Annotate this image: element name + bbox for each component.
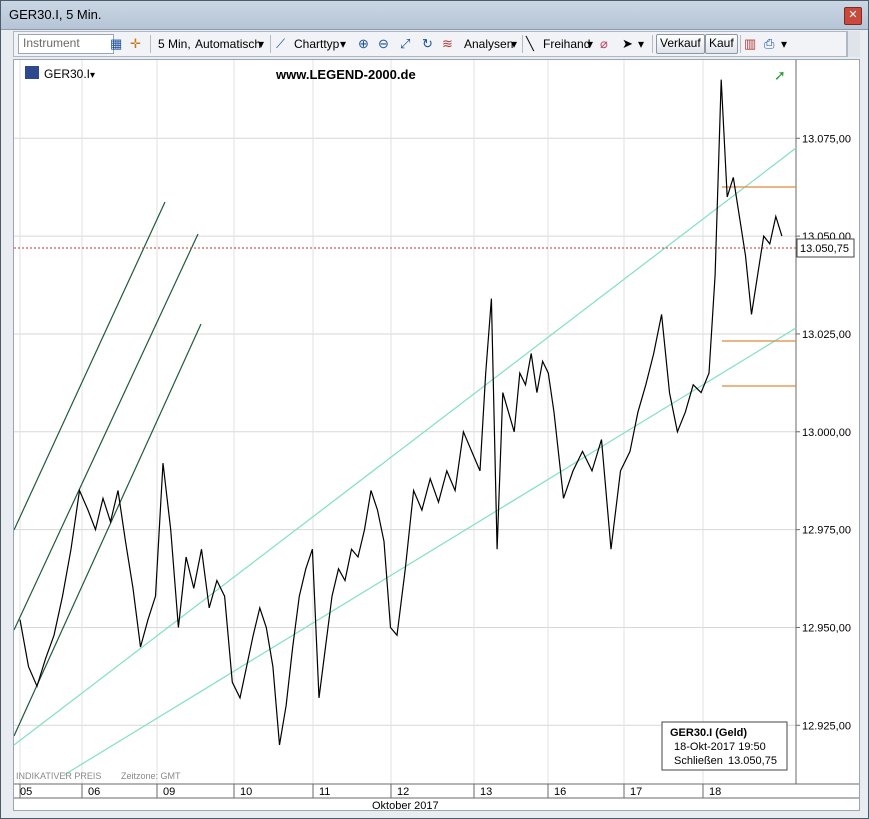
grid <box>14 60 796 784</box>
channel-upper-line[interactable] <box>13 147 797 746</box>
eraser-icon[interactable]: ⌀ <box>600 36 608 51</box>
price-chart[interactable]: 12.925,00 12.950,00 12.975,00 13.000,00 13.0… <box>13 60 859 812</box>
price-tag-value: 13.050,75 <box>800 243 849 255</box>
x-tick-label: 16 <box>554 786 566 798</box>
charttype-icon[interactable]: ⟋ <box>276 36 286 51</box>
kauf-button[interactable]: Kauf <box>705 34 738 54</box>
instrument-list-icon[interactable]: ▦ <box>110 36 123 51</box>
analysen-icon[interactable]: ≋ <box>442 36 453 51</box>
compare-icon[interactable]: ✛ <box>130 36 141 51</box>
symbol-dropdown-arrow[interactable]: ▾ <box>90 70 95 81</box>
x-tick-label: 12 <box>397 786 409 798</box>
month-label: Oktober 2017 <box>372 800 439 810</box>
y-axis-ticks: 12.925,00 12.950,00 12.975,00 13.000,00 13.0… <box>796 133 851 732</box>
pointer-icon[interactable]: ➤ <box>622 36 633 51</box>
refresh-icon[interactable]: ↻ <box>422 36 433 51</box>
x-tick-label: 13 <box>480 786 492 798</box>
x-tick-label: 17 <box>630 786 642 798</box>
price-series-line[interactable] <box>19 79 783 745</box>
y-tick-label: 12.925,00 <box>802 720 851 732</box>
info-box-title: GER30.I (Geld) <box>670 727 747 739</box>
zoom-in-icon[interactable]: ⊕ <box>358 36 369 51</box>
charttype-dropdown[interactable]: Charttyp <box>294 37 340 51</box>
interval-dropdown-arrow[interactable]: ▾ <box>258 37 265 51</box>
interval-label[interactable]: 5 Min, <box>158 37 191 51</box>
y-tick-label: 13.075,00 <box>802 133 851 145</box>
x-tick-label: 09 <box>163 786 175 798</box>
price-tag-box <box>796 238 855 258</box>
watermark: www.LEGEND-2000.de <box>275 67 416 82</box>
fan-line-middle[interactable] <box>13 233 199 631</box>
chart-area[interactable]: 12.925,00 12.950,00 12.975,00 13.000,00 13.0… <box>13 59 860 812</box>
draw-line-icon[interactable]: ╲ <box>526 36 534 51</box>
analysen-dropdown[interactable]: Analysen <box>464 37 514 51</box>
freihand-dropdown-arrow[interactable]: ▾ <box>587 37 594 51</box>
x-tick-label: 05 <box>20 786 32 798</box>
print-dropdown-arrow[interactable]: ▾ <box>781 37 788 51</box>
y-tick-label: 12.975,00 <box>802 525 851 537</box>
analysen-dropdown-arrow[interactable]: ▾ <box>511 37 518 51</box>
trend-arrow-icon: ➚ <box>774 67 786 83</box>
fan-line-lower[interactable] <box>13 323 202 737</box>
interval-mode-dropdown[interactable]: Automatisch <box>195 37 262 51</box>
chart-toolbar: Instrument ▦ ✛ 5 Min, Automatisch ▾ ⟋ Ch… <box>13 31 847 57</box>
zoom-out-icon[interactable]: ⊖ <box>378 36 389 51</box>
verkauf-button[interactable]: Verkauf <box>656 34 705 54</box>
symbol-icon <box>25 66 39 79</box>
close-button[interactable]: ✕ <box>844 7 862 25</box>
toolbar-scrollbar[interactable] <box>847 31 860 57</box>
fit-icon[interactable]: ⤢ <box>400 36 411 51</box>
x-tick-label: 11 <box>319 786 330 798</box>
plot-background <box>14 60 796 810</box>
timezone-label: Zeitzone: GMT <box>121 771 181 781</box>
freihand-dropdown[interactable]: Freihand <box>543 37 591 51</box>
title-bar: GER30.I, 5 Min. ✕ <box>1 1 868 30</box>
fan-line-upper[interactable] <box>13 201 166 531</box>
y-tick-label: 12.950,00 <box>802 622 851 634</box>
x-axis-ticks: 05 06 09 10 11 12 13 16 17 18 <box>19 784 721 798</box>
pointer-dropdown-arrow[interactable]: ▾ <box>638 37 645 51</box>
indicative-price-label: INDIKATIVER PREIS <box>16 771 101 781</box>
info-box <box>661 721 788 771</box>
charttype-dropdown-arrow[interactable]: ▾ <box>340 37 347 51</box>
window-title: GER30.I, 5 Min. <box>9 7 102 22</box>
symbol-label[interactable]: GER30.I <box>44 67 90 81</box>
x-tick-label: 10 <box>240 786 252 798</box>
instrument-input[interactable]: Instrument <box>18 34 114 54</box>
y-tick-label: 13.000,00 <box>802 427 851 439</box>
info-box-close-label: Schließen <box>674 755 723 767</box>
info-box-datetime: 18-Okt-2017 19:50 <box>674 741 766 753</box>
y-tick-label: 13.025,00 <box>802 329 851 341</box>
channel-lower-line[interactable] <box>63 327 797 776</box>
info-box-close-value: 13.050,75 <box>728 755 777 767</box>
print-icon[interactable]: ⎙ <box>764 36 775 51</box>
x-tick-label: 18 <box>709 786 721 798</box>
chart-settings-icon[interactable]: ▥ <box>744 36 757 51</box>
x-tick-label: 06 <box>88 786 100 798</box>
